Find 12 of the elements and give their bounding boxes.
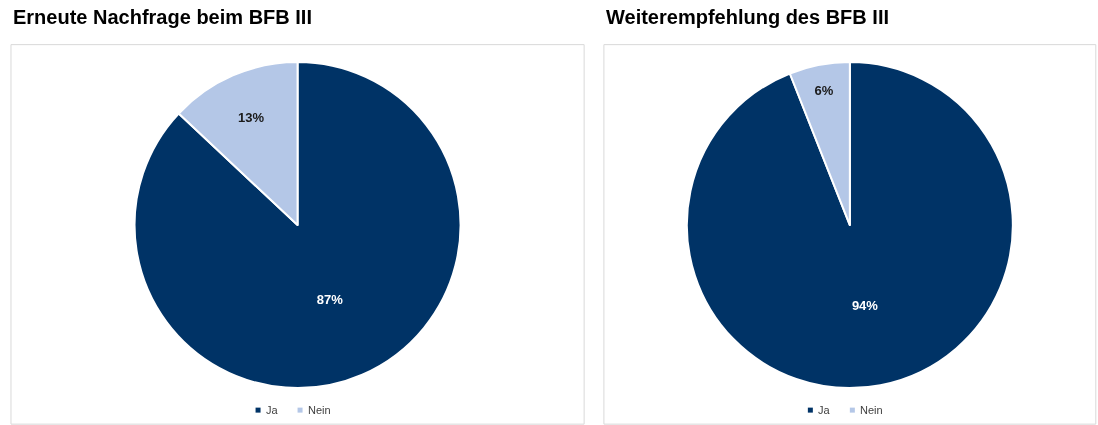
data-label: 87% — [316, 292, 344, 308]
data-label: 13% — [238, 110, 265, 126]
pie-slice — [685, 61, 1014, 389]
legend-label: Ja — [266, 404, 279, 416]
data-label: 94% — [851, 297, 879, 313]
chart-title: Erneute Nachfrage beim BFB III — [13, 6, 312, 28]
legend-label: Ja — [818, 404, 831, 416]
legend-label: Nein — [308, 404, 331, 416]
legend-label: Nein — [860, 404, 883, 416]
pie-slice — [133, 61, 462, 389]
data-label: 6% — [814, 82, 834, 98]
chart-title: Weiterempfehlung des BFB III — [606, 6, 889, 28]
